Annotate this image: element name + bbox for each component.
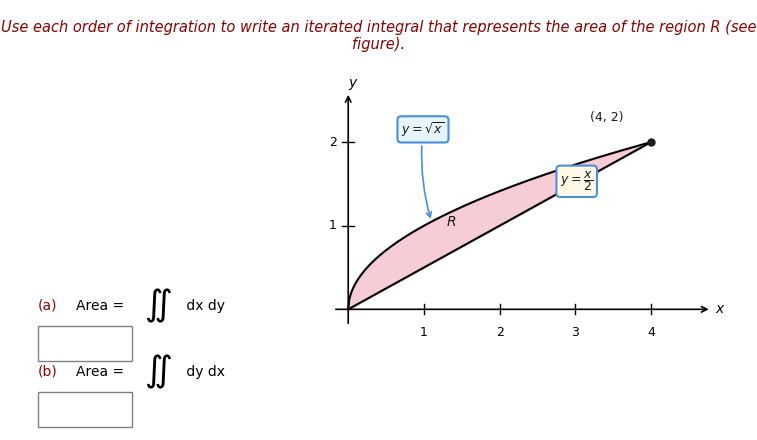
Text: Area =: Area = <box>76 299 128 313</box>
FancyBboxPatch shape <box>38 392 132 427</box>
Text: dy dx: dy dx <box>182 365 225 379</box>
Text: y: y <box>348 76 356 90</box>
Text: 2: 2 <box>329 136 337 149</box>
Text: x: x <box>715 302 724 316</box>
Text: $\iint$: $\iint$ <box>144 287 172 325</box>
Text: (a): (a) <box>38 299 58 313</box>
Text: $\iint$: $\iint$ <box>144 353 172 391</box>
Text: Use each order of integration to write an iterated integral that represents the : Use each order of integration to write a… <box>1 20 756 52</box>
Text: (4, 2): (4, 2) <box>590 111 624 124</box>
FancyBboxPatch shape <box>38 326 132 361</box>
Text: 4: 4 <box>647 326 655 339</box>
Text: 2: 2 <box>496 326 503 339</box>
Text: R: R <box>447 215 456 229</box>
Text: $y=\sqrt{x}$: $y=\sqrt{x}$ <box>401 120 445 217</box>
Text: 3: 3 <box>572 326 579 339</box>
Text: (b): (b) <box>38 365 58 379</box>
Text: 1: 1 <box>420 326 428 339</box>
Text: 1: 1 <box>329 219 337 232</box>
Text: dx dy: dx dy <box>182 299 225 313</box>
Text: Area =: Area = <box>76 365 128 379</box>
Text: $y=\dfrac{x}{2}$: $y=\dfrac{x}{2}$ <box>560 169 593 193</box>
